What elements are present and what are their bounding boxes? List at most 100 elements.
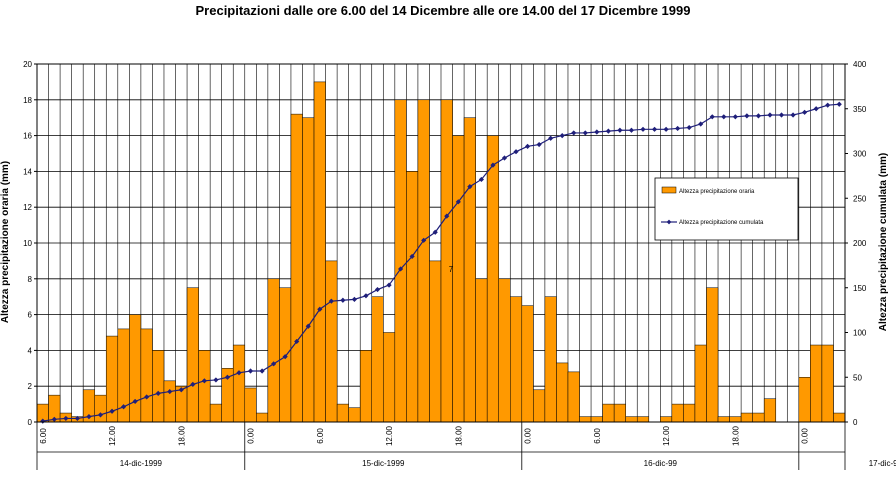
cumulative-point bbox=[363, 293, 369, 299]
bar bbox=[694, 344, 707, 423]
legend-bar-swatch bbox=[661, 186, 677, 194]
cumulative-point bbox=[109, 408, 115, 414]
cumulative-point bbox=[328, 298, 334, 304]
bar bbox=[671, 403, 684, 423]
cumulative-point bbox=[675, 125, 681, 132]
bar bbox=[394, 99, 407, 423]
cumulative-point bbox=[478, 176, 484, 183]
bar bbox=[359, 350, 372, 423]
cumulative-point bbox=[421, 237, 427, 243]
bar bbox=[625, 416, 638, 423]
chart-title: Precipitazioni dalle ore 6.00 del 14 Dic… bbox=[196, 3, 691, 18]
bar bbox=[140, 328, 153, 423]
bar bbox=[232, 344, 246, 423]
bar bbox=[417, 99, 430, 423]
cumulative-point bbox=[582, 130, 588, 136]
bar bbox=[406, 171, 419, 423]
cumulative-point bbox=[120, 404, 127, 410]
bar bbox=[94, 394, 107, 423]
bar bbox=[706, 287, 719, 423]
cumulative-point bbox=[651, 126, 658, 132]
x-tick-label: 0.00 bbox=[801, 428, 810, 444]
cumulative-point bbox=[97, 412, 104, 418]
x-tick-label: 12.00 bbox=[385, 425, 394, 446]
date-group-label: 17-dic-99 bbox=[869, 459, 896, 468]
cumulative-point bbox=[444, 213, 450, 219]
bar bbox=[602, 403, 615, 423]
bar bbox=[452, 135, 465, 423]
y-right-tick-label: 0 bbox=[853, 418, 858, 427]
cumulative-point bbox=[686, 124, 692, 131]
cumulative-point bbox=[63, 415, 69, 422]
cumulative-point bbox=[86, 414, 92, 420]
bar bbox=[763, 398, 776, 423]
x-tick-label: 18.00 bbox=[177, 425, 186, 446]
x-tick-label: 18.00 bbox=[731, 425, 740, 446]
bar bbox=[579, 416, 592, 423]
cumulative-point bbox=[709, 114, 715, 120]
cumulative-point bbox=[836, 101, 842, 107]
y-right-tick-label: 200 bbox=[853, 239, 867, 248]
cumulative-point bbox=[213, 377, 219, 383]
cumulative-point bbox=[282, 354, 288, 360]
bar bbox=[302, 117, 315, 423]
cumulative-point bbox=[178, 387, 184, 393]
x-tick-label: 6.00 bbox=[39, 428, 48, 444]
y-left-tick-label: 20 bbox=[23, 60, 32, 69]
bar bbox=[244, 387, 257, 423]
cumulative-point bbox=[559, 133, 565, 139]
date-group-label: 15-dic-1999 bbox=[362, 459, 405, 468]
date-group-label: 14-dic-1999 bbox=[120, 459, 163, 468]
y-left-tick-label: 12 bbox=[23, 203, 32, 212]
cumulative-point bbox=[594, 129, 600, 135]
cumulative-point bbox=[698, 121, 704, 127]
bar bbox=[371, 296, 384, 423]
bar bbox=[683, 403, 696, 423]
cumulative-point bbox=[386, 282, 392, 288]
bar bbox=[209, 403, 222, 423]
cumulative-point bbox=[340, 297, 346, 303]
chart-annotation: 7 bbox=[449, 265, 454, 274]
cumulative-point bbox=[524, 143, 531, 149]
bar bbox=[498, 278, 511, 423]
bar bbox=[636, 416, 650, 423]
cumulative-point bbox=[155, 390, 161, 396]
bar bbox=[590, 416, 603, 423]
y-left-tick-label: 4 bbox=[28, 346, 33, 355]
cumulative-line-path bbox=[42, 103, 840, 422]
y-left-tick-label: 18 bbox=[23, 96, 32, 105]
y-right-tick-label: 350 bbox=[853, 105, 867, 114]
x-tick-label: 0.00 bbox=[524, 428, 533, 444]
cumulative-point bbox=[744, 113, 750, 119]
y-axis-right-label: Altezza precipitazione cumulata (mm) bbox=[878, 153, 889, 331]
cumulative-point bbox=[259, 368, 265, 374]
cumulative-point bbox=[351, 296, 358, 302]
bar bbox=[336, 403, 349, 423]
date-group-label: 16-dic-99 bbox=[644, 459, 678, 468]
y-axis-left-label: Altezza precipitazione oraria (mm) bbox=[0, 161, 11, 323]
bar bbox=[510, 296, 523, 423]
y-left-tick-label: 0 bbox=[28, 418, 33, 427]
cumulative-point bbox=[144, 394, 150, 400]
bar bbox=[463, 117, 476, 423]
bar bbox=[313, 81, 326, 423]
cumulative-point bbox=[617, 127, 623, 133]
cumulative-point bbox=[721, 114, 727, 120]
bar bbox=[198, 350, 211, 423]
legend-line-marker bbox=[666, 219, 672, 225]
bar bbox=[383, 332, 396, 423]
y-left-tick-label: 10 bbox=[23, 239, 32, 248]
cumulative-point bbox=[432, 229, 438, 235]
legend-bar-label: Altezza precipitazione oraria bbox=[679, 189, 755, 195]
cumulative-point bbox=[167, 388, 173, 395]
bar bbox=[163, 380, 176, 423]
cumulative-point bbox=[501, 155, 508, 161]
bar bbox=[660, 416, 673, 423]
cumulative-point bbox=[732, 114, 738, 120]
bar bbox=[752, 412, 765, 423]
cumulative-point bbox=[663, 126, 669, 132]
hourly-bars bbox=[36, 81, 846, 423]
bar bbox=[186, 287, 199, 423]
bar bbox=[717, 416, 730, 423]
